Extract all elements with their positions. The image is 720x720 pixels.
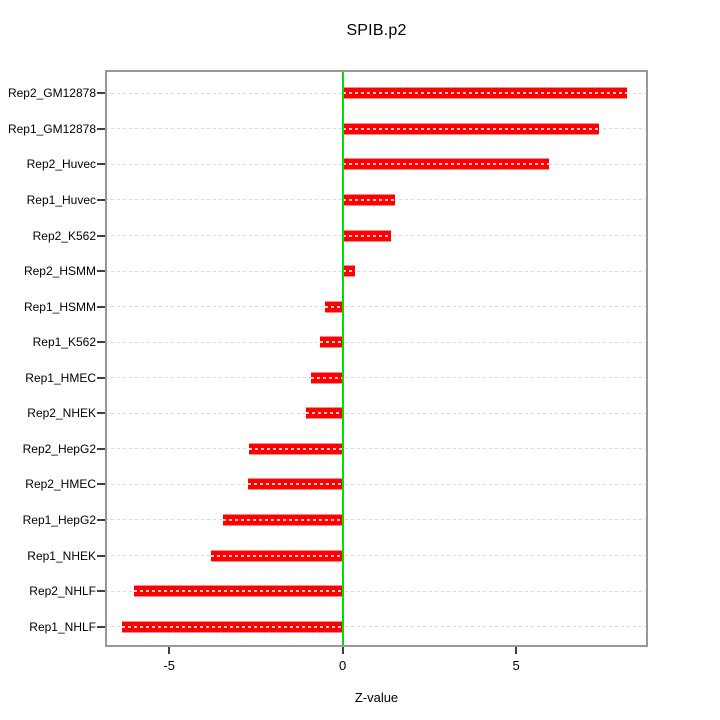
y-axis-tick [97,376,105,379]
grid-line [105,412,648,414]
bar-highlight-dashes [342,198,395,201]
y-axis-label: Rep2_HepG2 [22,441,96,456]
y-axis-tick [97,341,105,344]
bar [222,513,343,526]
y-axis-tick [97,127,105,130]
y-axis-tick [97,305,105,308]
y-axis-tick [97,447,105,450]
bar [342,193,395,206]
x-axis-title: Z-value [354,690,399,705]
grid-line [105,306,648,308]
y-axis-label: Rep1_NHEK [27,548,96,563]
y-axis-label: Rep1_NHLF [29,619,96,634]
plot-area [105,70,648,647]
x-axis-tick-label: -5 [163,658,175,673]
x-axis-tick-label: 0 [339,658,347,673]
y-axis-label: Rep1_HepG2 [22,512,96,527]
bar-highlight-dashes [342,234,392,237]
bar-highlight-dashes [306,412,343,415]
y-axis-tick [97,92,105,95]
bar-highlight-dashes [342,270,355,273]
grid-line [105,377,648,379]
grid-line [105,555,648,557]
bar [320,336,343,349]
bar [134,585,343,598]
x-axis-tick [515,647,518,654]
bar [248,442,343,455]
x-axis-tick [341,647,344,654]
bar [325,300,343,313]
grid-line [105,626,648,628]
bar [342,265,355,278]
grid-line [105,483,648,485]
bar [210,549,343,562]
y-axis-label: Rep2_NHEK [27,406,96,421]
bar-highlight-dashes [122,625,343,628]
x-axis-tick-label: 5 [512,658,520,673]
bar-highlight-dashes [342,163,550,166]
grid-line [105,590,648,592]
y-axis-label: Rep2_Huvec [26,157,96,172]
y-axis-label: Rep1_K562 [32,335,96,350]
y-axis-label: Rep1_GM12878 [7,121,96,136]
y-axis-tick [97,554,105,557]
y-axis-tick [97,412,105,415]
bar-highlight-dashes [320,341,343,344]
y-axis-tick [97,590,105,593]
x-axis-tick [168,647,171,654]
y-axis-tick [97,625,105,628]
y-axis-tick [97,163,105,166]
y-axis-tick [97,518,105,521]
y-axis-label: Rep2_NHLF [29,584,96,599]
bar-highlight-dashes [342,127,600,130]
bar [342,122,600,135]
bar [342,229,392,242]
y-axis-label: Rep2_HMEC [25,477,96,492]
bar-highlight-dashes [210,554,343,557]
bar [342,87,628,100]
bar [342,158,550,171]
bar [122,620,343,633]
y-axis-label: Rep2_HSMM [23,264,96,279]
grid-line [105,341,648,343]
y-axis-label: Rep2_K562 [32,228,96,243]
grid-line [105,519,648,521]
y-axis-label: Rep1_HSMM [23,299,96,314]
bar-highlight-dashes [222,518,343,521]
bar-highlight-dashes [325,305,343,308]
bar [306,407,343,420]
y-axis-label: Rep1_HMEC [25,370,96,385]
y-axis-tick [97,234,105,237]
bar-highlight-dashes [342,92,628,95]
chart-title: SPIB.p2 [346,22,407,39]
y-axis-tick [97,270,105,273]
y-axis-label: Rep2_GM12878 [7,86,96,101]
grid-line [105,448,648,450]
zero-reference-line [341,70,344,647]
y-axis-tick [97,198,105,201]
grid-line [105,270,648,272]
bar [248,478,343,491]
y-axis-label: Rep1_Huvec [26,192,96,207]
y-axis-tick [97,483,105,486]
bar-highlight-dashes [248,483,343,486]
bar-highlight-dashes [311,376,343,379]
bar-highlight-dashes [248,447,343,450]
bar-highlight-dashes [134,590,343,593]
bar [311,371,343,384]
